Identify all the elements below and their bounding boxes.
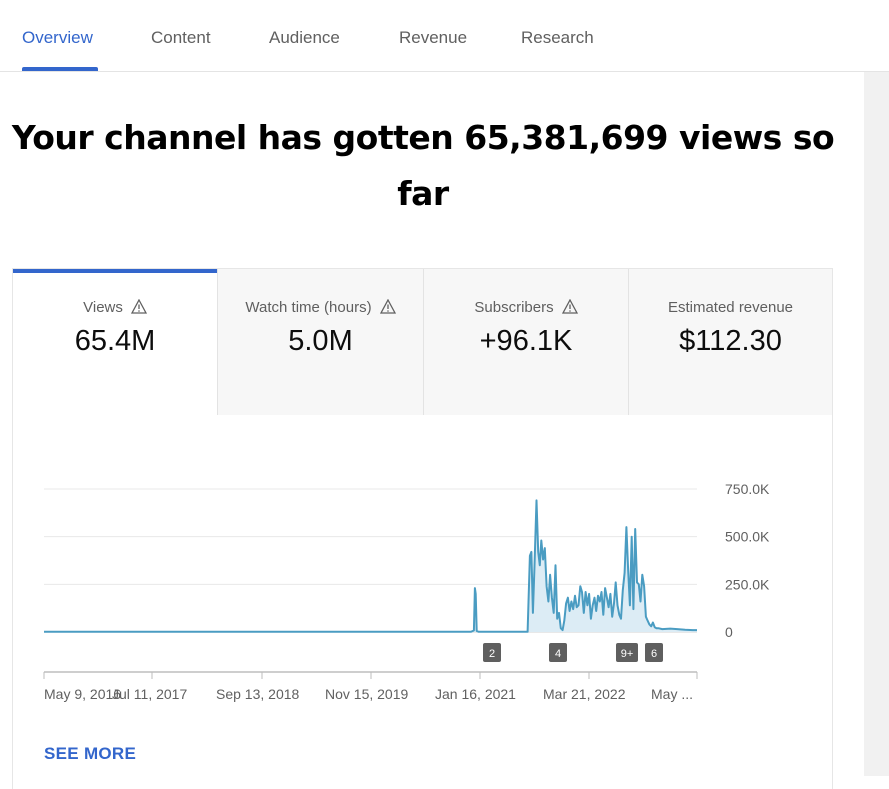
tab-audience[interactable]: Audience xyxy=(269,28,340,47)
x-tick-label: Jan 16, 2021 xyxy=(435,686,516,702)
annotation-marker xyxy=(549,643,567,662)
y-tick-label: 750.0K xyxy=(725,481,770,497)
tab-overview[interactable]: Overview xyxy=(22,28,93,47)
tab-content[interactable]: Content xyxy=(151,28,211,47)
metric-value: 5.0M xyxy=(288,325,353,357)
warning-icon[interactable] xyxy=(379,298,396,318)
annotation-marker xyxy=(645,643,663,662)
analytics-card: Views 65.4M Watch time (hours) 5.0M Subs… xyxy=(12,268,833,789)
y-tick-label: 500.0K xyxy=(725,529,770,545)
page-headline: Your channel has gotten 65,381,699 views… xyxy=(11,118,835,213)
metric-subscribers[interactable]: Subscribers +96.1K xyxy=(423,269,628,415)
x-tick-label: Jul 11, 2017 xyxy=(112,686,187,702)
metric-value: +96.1K xyxy=(479,325,573,357)
x-tick-label: Nov 15, 2019 xyxy=(325,686,408,702)
side-panel-edge xyxy=(864,72,889,776)
annotation-marker-label: 4 xyxy=(555,648,561,660)
tab-revenue[interactable]: Revenue xyxy=(399,28,468,47)
metric-estimated-revenue[interactable]: Estimated revenue $112.30 xyxy=(628,269,832,415)
x-tick-label: May 9, 2016 xyxy=(44,686,121,702)
annotation-marker xyxy=(483,643,501,662)
x-tick-label: Mar 21, 2022 xyxy=(543,686,626,702)
active-tab-indicator xyxy=(22,67,98,71)
metric-label: Subscribers xyxy=(474,299,554,316)
metric-watch-time[interactable]: Watch time (hours) 5.0M xyxy=(217,269,423,415)
metric-value: $112.30 xyxy=(679,325,782,357)
metric-label: Estimated revenue xyxy=(667,299,794,316)
metric-views[interactable]: Views 65.4M xyxy=(13,269,217,415)
metric-label: Watch time (hours) xyxy=(245,299,372,316)
warning-icon[interactable] xyxy=(561,298,578,318)
series-area xyxy=(44,500,697,632)
warning-icon[interactable] xyxy=(130,298,147,318)
annotation-marker xyxy=(616,643,638,662)
tab-research[interactable]: Research xyxy=(521,28,594,47)
annotation-marker-label: 6 xyxy=(651,648,657,660)
series-line xyxy=(44,499,697,633)
annotation-marker-label: 2 xyxy=(489,648,495,660)
see-more-link[interactable]: SEE MORE xyxy=(44,744,137,763)
metric-label: Views xyxy=(83,299,123,316)
x-tick-label: Sep 13, 2018 xyxy=(216,686,300,702)
tab-bar: Overview Content Audience Revenue Resear… xyxy=(0,0,889,72)
y-tick-label: 0 xyxy=(725,624,733,640)
metric-value: 65.4M xyxy=(74,325,156,357)
x-tick-label: May ... xyxy=(651,686,693,702)
selected-metric-indicator xyxy=(13,269,217,273)
annotation-marker-label: 9+ xyxy=(621,648,634,660)
y-tick-label: 250.0K xyxy=(725,576,770,592)
